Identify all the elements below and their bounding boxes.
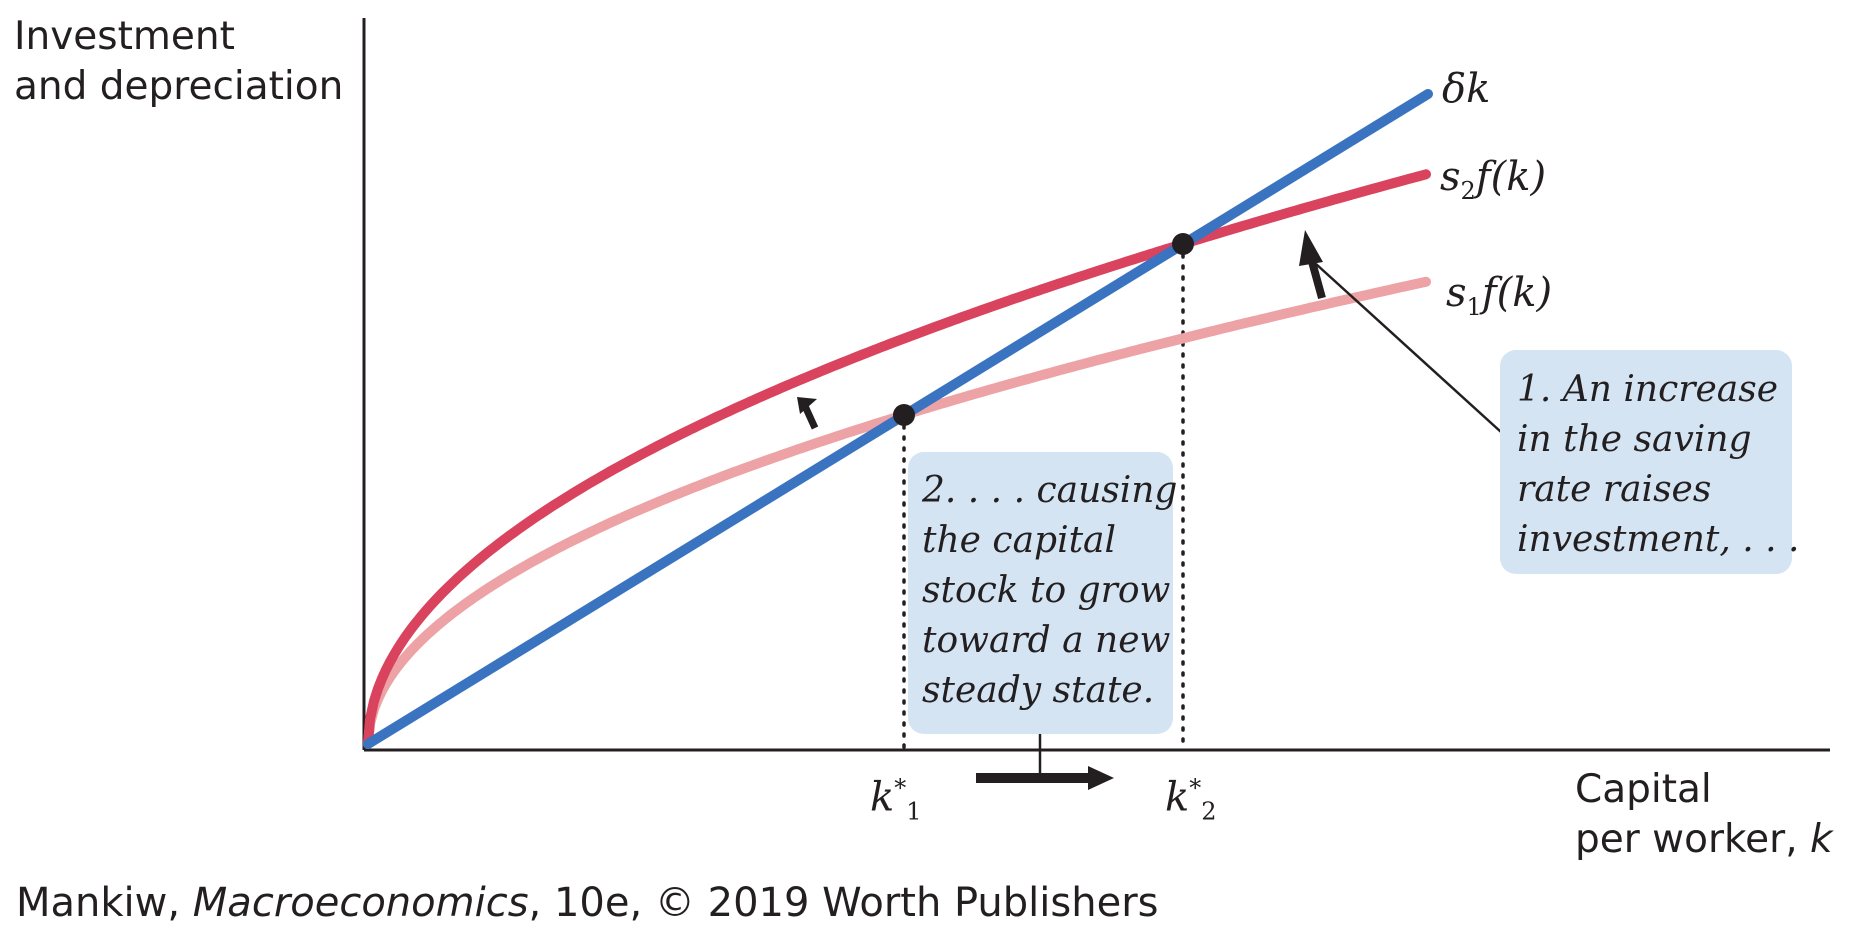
s2fk-label: s2f(k) <box>1440 152 1546 216</box>
k1-base: k <box>870 774 895 821</box>
s1fk-label-subscript: 1 <box>1466 293 1482 321</box>
capital-callout-line: the capital <box>922 520 1117 561</box>
capital-callout-line: stock to grow <box>922 570 1171 611</box>
source-title: Macroeconomics <box>192 880 529 926</box>
steady-state-point-2 <box>1172 233 1194 255</box>
capital-callout-line: steady state. <box>922 670 1155 711</box>
capital-callout-line: toward a new <box>922 620 1171 661</box>
saving-callout: 1. An increase in the saving rate raises… <box>1500 350 1800 574</box>
saving-callout-leader <box>1315 263 1502 433</box>
k2-subscript: 2 <box>1201 797 1217 826</box>
x-axis-title-prefix: per worker, <box>1575 817 1810 862</box>
saving-callout-line: in the saving <box>1517 419 1752 460</box>
x-axis-title-line1: Capital <box>1575 767 1712 812</box>
saving-callout-line: rate raises <box>1517 469 1712 510</box>
y-axis-title: Investment and depreciation <box>14 12 343 112</box>
saving-callout-line: investment, . . . <box>1517 519 1800 560</box>
s2fk-label-s: s <box>1440 154 1461 200</box>
k1-star-tick-label: k*1 <box>870 765 922 834</box>
source-credit: Mankiw, Macroeconomics, 10e, © 2019 Wort… <box>16 880 1159 926</box>
s1fk-label: s1f(k) <box>1446 268 1552 332</box>
curve-shift-arrow-icon <box>797 397 819 430</box>
x-axis-title-line2: per worker, k <box>1575 815 1833 865</box>
k1-subscript: 1 <box>906 797 922 826</box>
x-axis-variable: k <box>1810 817 1833 862</box>
saving-callout-line: 1. An increase <box>1517 369 1779 410</box>
k2-star-tick-label: k*2 <box>1165 765 1217 834</box>
capital-growth-arrow-icon <box>976 734 1114 790</box>
s2fk-label-function: f(k) <box>1475 154 1547 200</box>
saving-increase-arrow-icon <box>1299 230 1326 300</box>
steady-state-point-1 <box>893 404 915 426</box>
k2-star: * <box>1189 774 1202 802</box>
s2fk-curve <box>363 169 1431 749</box>
capital-callout: 2. . . . causing the capital stock to gr… <box>908 452 1178 734</box>
y-axis-title-line1: Investment <box>14 14 235 59</box>
delta-k-label: δk <box>1442 66 1491 112</box>
source-author: Mankiw, <box>16 880 193 926</box>
s1fk-curve <box>363 276 1431 749</box>
source-rest: , 10e, © 2019 Worth Publishers <box>528 880 1159 926</box>
capital-callout-line: 2. . . . causing <box>922 470 1178 511</box>
y-axis-title-line2: and depreciation <box>14 64 344 109</box>
s1fk-label-function: f(k) <box>1481 270 1553 316</box>
k1-star: * <box>894 774 907 802</box>
x-axis-title: Capital per worker, k <box>1575 765 1833 865</box>
k2-base: k <box>1165 774 1190 821</box>
s1fk-label-s: s <box>1446 270 1467 316</box>
s2fk-label-subscript: 2 <box>1460 177 1476 205</box>
